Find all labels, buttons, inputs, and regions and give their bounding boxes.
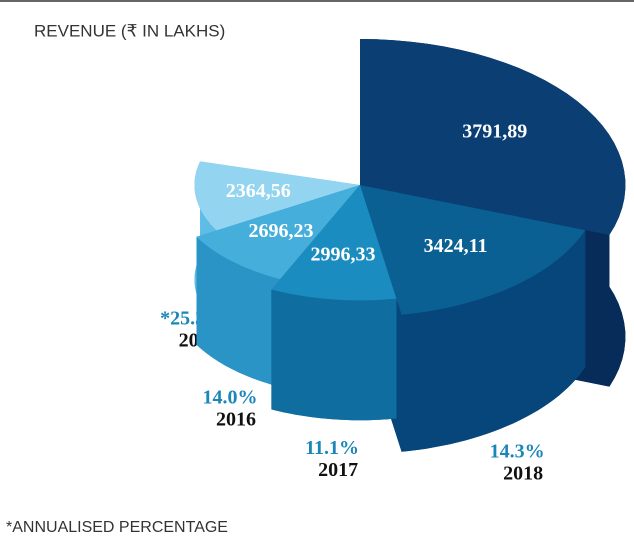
- value-label: 2996,33: [311, 244, 376, 266]
- growth-label: 14.3%: [490, 441, 545, 463]
- slice-side: [196, 236, 281, 387]
- value-label: 3791,89: [462, 121, 527, 143]
- year-label: 2018: [503, 463, 543, 485]
- growth-label: 14.0%: [202, 387, 257, 409]
- growth-label: 11.1%: [305, 437, 359, 459]
- year-label: 2017: [318, 459, 358, 481]
- slice-top: [360, 185, 586, 315]
- chart-title: REVENUE (₹ IN LAKHS): [34, 21, 225, 40]
- value-label: 2364,56: [226, 180, 291, 202]
- slice-top: [271, 185, 397, 301]
- slice-top: [196, 185, 360, 280]
- slice-top: [194, 161, 360, 231]
- slice-side: [271, 289, 397, 421]
- value-label: 2696,23: [248, 220, 313, 242]
- footnote: *ANNUALISED PERCENTAGE: [6, 519, 228, 536]
- slice-side: [401, 230, 586, 452]
- slice-top: [360, 39, 626, 235]
- value-label: 3424,11: [424, 235, 488, 257]
- year-label: 2016: [216, 409, 256, 431]
